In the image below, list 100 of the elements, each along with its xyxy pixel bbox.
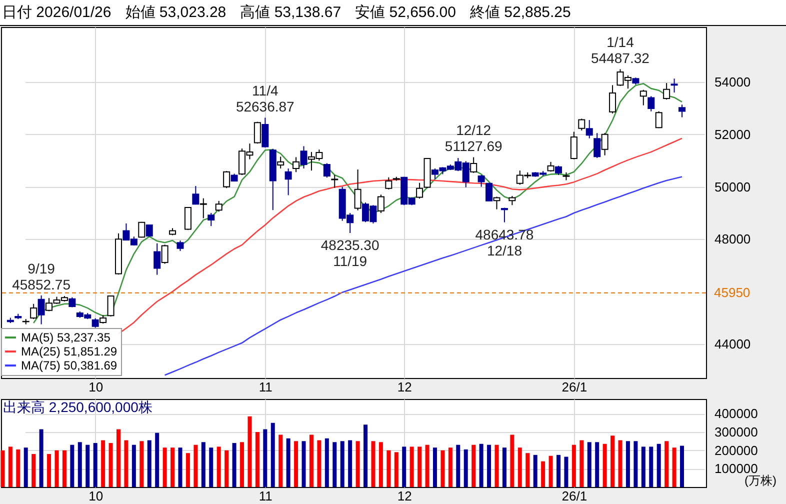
y-tick-label: 200000 <box>714 442 758 458</box>
candlestick <box>655 110 662 129</box>
bar <box>278 434 283 487</box>
bar <box>140 441 144 487</box>
bar <box>16 449 20 487</box>
bar <box>194 444 198 487</box>
candlestick <box>508 195 516 206</box>
annotation: 48235.30 11/19 <box>320 237 380 270</box>
bar <box>541 461 546 487</box>
candlestick <box>146 224 153 238</box>
line-series <box>164 176 683 376</box>
bar <box>595 442 600 487</box>
y-tick-label: 48000 <box>714 232 751 247</box>
bar <box>564 456 568 487</box>
bar <box>54 450 59 487</box>
candlestick <box>578 118 586 131</box>
bar <box>86 444 90 487</box>
bar <box>209 448 214 487</box>
bar <box>24 448 28 487</box>
bar <box>548 456 553 487</box>
bar <box>8 446 12 487</box>
bar <box>602 444 607 487</box>
candlestick <box>208 212 215 227</box>
bar <box>610 436 615 487</box>
bar <box>93 443 98 487</box>
bar <box>116 429 120 487</box>
bar <box>155 432 160 487</box>
bar <box>641 446 646 487</box>
bar <box>201 442 206 487</box>
candlestick <box>107 295 114 317</box>
candlestick <box>38 294 45 325</box>
bar <box>286 438 290 487</box>
annotation: 12/12 51127.69 <box>444 122 502 154</box>
bar <box>580 440 584 487</box>
text: 始値 53,023.28 <box>125 3 226 22</box>
candlestick <box>184 206 192 231</box>
bar <box>572 444 576 487</box>
bar <box>378 442 383 487</box>
candlestick <box>570 131 578 160</box>
bar <box>147 440 152 487</box>
bar <box>487 444 492 487</box>
candlestick <box>470 156 478 174</box>
candlestick <box>678 104 686 118</box>
bar <box>425 444 430 487</box>
x-tick-label: 11 <box>258 380 272 394</box>
bar <box>170 448 175 487</box>
x-tick-label: 11 <box>258 488 272 504</box>
text: 安値 52,656.00 <box>355 3 456 22</box>
candlestick <box>215 200 222 212</box>
bar <box>556 454 560 487</box>
y-tick-label: 52000 <box>714 126 751 142</box>
candlestick <box>292 156 300 173</box>
x-tick-label: 26/1 <box>562 488 588 504</box>
bar <box>216 446 221 487</box>
bar <box>232 443 236 487</box>
bar <box>294 441 298 487</box>
bar <box>340 441 344 487</box>
bar <box>101 440 106 487</box>
bar <box>472 444 476 487</box>
y-tick-label: 50000 <box>714 179 751 194</box>
bar <box>62 450 66 487</box>
bar <box>479 444 484 487</box>
candlestick <box>277 156 284 169</box>
candlestick <box>586 119 593 139</box>
bar <box>124 440 128 487</box>
bar <box>224 450 229 487</box>
text: 高値 53,138.67 <box>240 3 342 22</box>
candlestick <box>416 182 424 200</box>
bar <box>464 449 468 487</box>
bar <box>0 450 5 487</box>
bar <box>309 434 314 487</box>
annotation: 出来高 2,250,600,000株 <box>3 399 152 415</box>
bar <box>332 442 337 487</box>
candlestick <box>601 132 608 156</box>
bar <box>371 441 376 487</box>
bar <box>356 441 360 487</box>
bar <box>270 422 275 487</box>
text: 日付 2026/01/26 <box>2 3 112 22</box>
candlestick <box>223 170 230 189</box>
candlestick <box>354 168 362 211</box>
y-tick-label: 400000 <box>714 406 758 422</box>
text: 終値 52,885.25 <box>470 3 571 22</box>
bar <box>32 454 36 487</box>
legend-label: MA(5) 53,237.35 <box>21 330 111 344</box>
bar <box>656 444 661 487</box>
candlestick <box>200 198 207 219</box>
ref-line-label: 45950 <box>714 284 750 300</box>
x-tick-label: 10 <box>88 488 104 504</box>
bar <box>394 452 398 487</box>
bar <box>132 444 136 487</box>
bar <box>255 432 260 487</box>
candlestick <box>192 186 200 206</box>
bar <box>533 454 538 487</box>
candlestick <box>478 174 485 188</box>
candlestick <box>486 182 493 202</box>
annotation: 1/14 54487.32 <box>591 34 650 66</box>
bar <box>418 446 422 487</box>
annotation: 11/4 52636.87 <box>236 82 295 115</box>
bar <box>618 440 622 487</box>
bar <box>494 444 499 487</box>
